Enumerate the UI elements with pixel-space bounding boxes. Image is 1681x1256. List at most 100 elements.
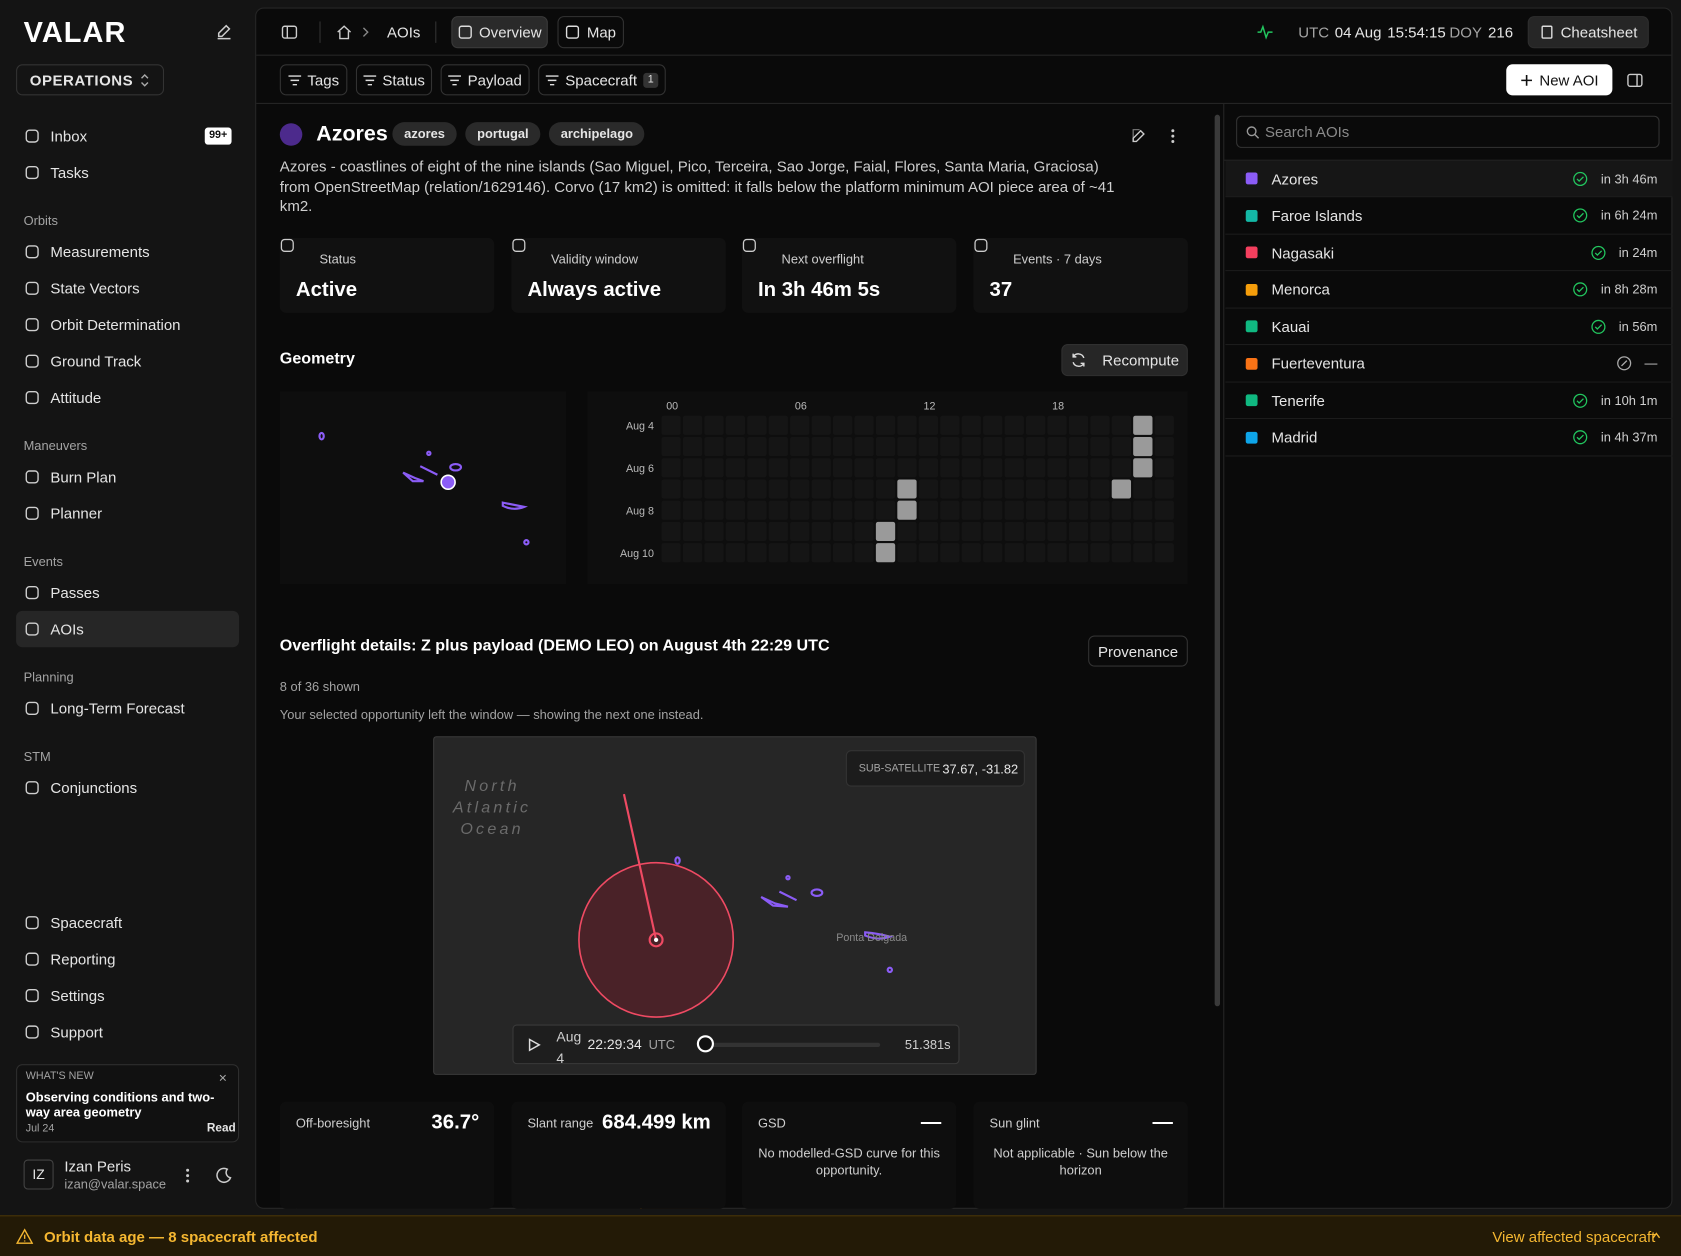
edit-icon[interactable]	[1131, 128, 1147, 144]
heatmap-cell	[747, 458, 767, 478]
scrollbar[interactable]	[1214, 114, 1221, 1007]
aoi-row[interactable]: Madrid in 4h 37m	[1225, 420, 1673, 456]
nav-item[interactable]: Conjunctions	[16, 769, 239, 805]
aoi-row[interactable]: Faroe Islands in 6h 24m	[1225, 198, 1673, 235]
compose-icon[interactable]	[215, 23, 232, 40]
filter-icon	[363, 74, 376, 85]
aoi-row[interactable]: Fuerteventura —	[1225, 346, 1673, 383]
day-label: Aug 8	[626, 506, 654, 518]
filter-button[interactable]: Tags	[279, 64, 348, 96]
nav-item[interactable]: Spacecraft	[16, 904, 239, 940]
heatmap-cell	[1111, 500, 1132, 520]
filter-button[interactable]: Status	[355, 64, 433, 96]
heatmap-cell	[704, 479, 724, 499]
play-button[interactable]	[526, 1037, 541, 1052]
tab[interactable]: Overview	[451, 16, 548, 49]
heatmap-cell	[1068, 479, 1089, 499]
heatmap-cell	[918, 479, 939, 499]
aoi-swatch	[1245, 431, 1258, 444]
heatmap-cell	[832, 415, 853, 435]
heatmap-cell	[1004, 458, 1024, 478]
icon-shape	[25, 586, 39, 600]
nav-item[interactable]: Long-Term Forecast	[16, 690, 239, 726]
status-ring	[1617, 356, 1632, 371]
player-knob[interactable]	[696, 1035, 714, 1053]
sidebar-toggle[interactable]	[281, 24, 298, 41]
heatmap-cell	[918, 500, 939, 520]
breadcrumb[interactable]: AOIs	[387, 23, 421, 41]
aoi-eta: —	[1644, 355, 1658, 371]
filter-label: Spacecraft	[565, 71, 638, 89]
heatmap-cell	[832, 500, 853, 520]
metric-label: Off-boresight	[295, 1115, 371, 1131]
more-icon[interactable]	[1166, 128, 1179, 145]
filter-icon	[288, 74, 301, 85]
close-icon[interactable]: ×	[218, 1069, 227, 1086]
heatmap-cell	[983, 479, 1003, 499]
heatmap-cell	[1154, 458, 1174, 478]
stat-card: Next overflight In 3h 46m 5s	[741, 237, 957, 313]
new-aoi-button[interactable]: New AOI	[1506, 64, 1613, 96]
heatmap-cell	[983, 437, 1003, 457]
panel-toggle[interactable]	[1626, 72, 1643, 89]
heatmap-cell	[768, 521, 788, 541]
aoi-name: Azores	[1271, 169, 1319, 188]
whats-new-read[interactable]: Read	[206, 1122, 236, 1135]
nav-item[interactable]: Inbox 99+	[16, 118, 239, 154]
whats-new-card[interactable]: WHAT'S NEW × Observing conditions and tw…	[16, 1064, 240, 1143]
heatmap-cell	[811, 500, 831, 520]
heatmap-cell	[747, 437, 767, 457]
nav-icon	[25, 354, 39, 368]
aoi-row[interactable]: Azores in 3h 46m	[1225, 160, 1673, 198]
filter-button[interactable]: Spacecraft 1	[538, 64, 666, 96]
nav-label: Conjunctions	[50, 779, 138, 797]
stat-value: In 3h 46m 5s	[757, 278, 881, 302]
nav-item[interactable]: Ground Track	[16, 343, 239, 379]
recompute-button[interactable]: Recompute	[1061, 344, 1188, 377]
aoi-name: Tenerife	[1271, 391, 1325, 409]
aoi-name: Madrid	[1271, 428, 1318, 446]
nav-item[interactable]: Measurements	[16, 234, 239, 270]
nav-item[interactable]: Attitude	[16, 379, 239, 415]
provenance-button[interactable]: Provenance	[1088, 635, 1188, 667]
nav-item[interactable]: Reporting	[16, 941, 239, 977]
subsat-chip: SUB-SATELLITE 37.67, -31.82	[845, 750, 1025, 787]
aoi-status	[1591, 319, 1606, 334]
stat-label: Status	[319, 251, 356, 267]
aoi-row[interactable]: Nagasaki in 24m	[1225, 235, 1673, 272]
icon-shape	[25, 245, 39, 259]
nav-item[interactable]: Planner	[16, 495, 239, 531]
heatmap-cell	[768, 479, 788, 499]
heatmap-cell	[854, 479, 874, 499]
heatmap-cell	[918, 543, 939, 563]
heatmap-cell	[1047, 415, 1067, 435]
cheatsheet-button[interactable]: Cheatsheet	[1527, 16, 1649, 49]
nav-item[interactable]: AOIs	[16, 610, 240, 648]
aoi-status	[1573, 171, 1588, 186]
player-time: 22:29:34	[587, 1036, 642, 1053]
filter-button[interactable]: Payload	[440, 64, 530, 96]
day-label: Aug 6	[626, 463, 654, 475]
nav-item[interactable]: Settings	[16, 977, 239, 1013]
player-track[interactable]	[706, 1042, 881, 1048]
nav-item[interactable]: Support	[16, 1014, 239, 1050]
workspace-switcher[interactable]: OPERATIONS	[16, 64, 165, 96]
theme-icon[interactable]	[215, 1167, 232, 1184]
nav-item[interactable]: State Vectors	[16, 270, 239, 306]
nav-item[interactable]: Passes	[16, 574, 239, 610]
tab[interactable]: Map	[557, 16, 624, 49]
heatmap-cell	[1068, 500, 1089, 520]
aoi-row[interactable]: Kauai in 56m	[1225, 309, 1673, 346]
search-box[interactable]: Search AOIs	[1236, 115, 1660, 148]
user-menu-icon[interactable]	[181, 1167, 194, 1184]
nav-item[interactable]: Burn Plan	[16, 459, 239, 495]
home-icon[interactable]	[336, 24, 353, 41]
banner-chevron[interactable]	[1651, 1230, 1662, 1241]
nav-item[interactable]: Tasks	[16, 154, 239, 190]
aoi-row[interactable]: Menorca in 8h 28m	[1225, 272, 1673, 309]
nav-item[interactable]: Orbit Determination	[16, 306, 239, 342]
banner-action[interactable]: View affected spacecraft	[1492, 1228, 1656, 1246]
aoi-row[interactable]: Tenerife in 10h 1m	[1225, 383, 1673, 420]
heatmap-cell	[1090, 543, 1110, 563]
nav-label: AOIs	[50, 620, 84, 638]
